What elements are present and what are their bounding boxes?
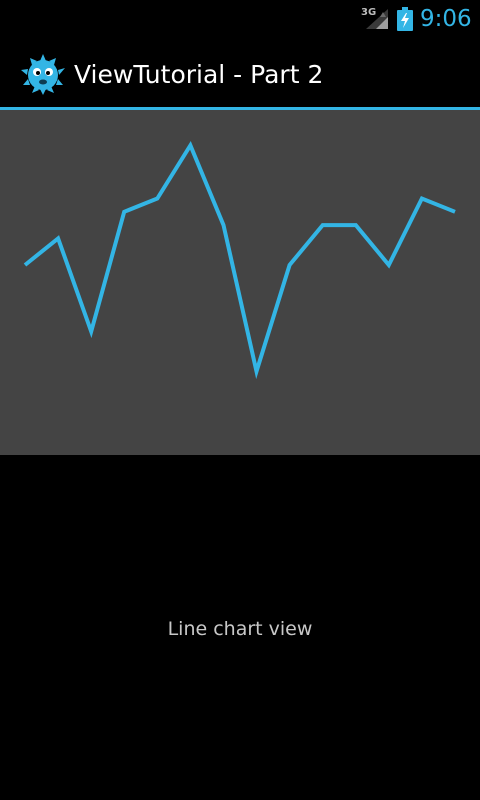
line-chart — [23, 140, 456, 380]
status-bar: 3G 9:06 — [0, 0, 480, 38]
chart-caption: Line chart view — [167, 618, 313, 640]
action-bar: ViewTutorial - Part 2 — [0, 38, 480, 110]
status-clock: 9:06 — [420, 6, 472, 32]
network-type-label: 3G — [361, 7, 376, 18]
cell-signal-icon: 3G — [361, 7, 388, 29]
app-title: ViewTutorial - Part 2 — [74, 60, 324, 89]
chart-series-line — [23, 140, 456, 380]
line-chart-view — [0, 110, 480, 455]
pufferfish-app-icon[interactable] — [18, 52, 68, 96]
battery-charging-icon — [397, 7, 413, 31]
